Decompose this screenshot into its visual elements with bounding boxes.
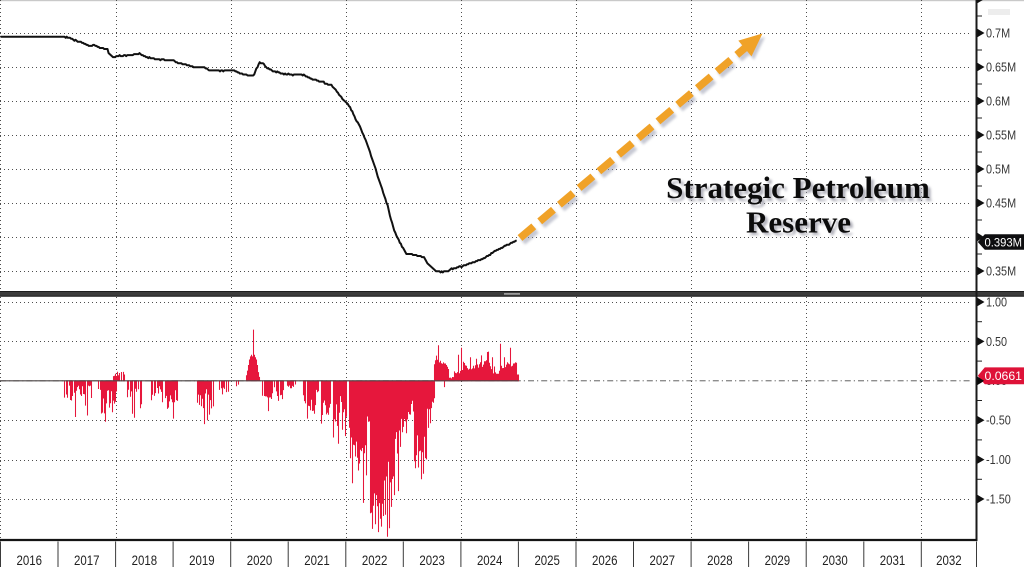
svg-text:Reserve: Reserve xyxy=(746,204,851,239)
svg-text:2026: 2026 xyxy=(592,552,618,567)
svg-text:2019: 2019 xyxy=(189,552,215,567)
svg-text:2022: 2022 xyxy=(362,552,388,567)
svg-text:1.00: 1.00 xyxy=(986,294,1007,309)
svg-text:0.393M: 0.393M xyxy=(985,235,1023,249)
svg-text:0.7M: 0.7M xyxy=(986,25,1010,40)
svg-text:2024: 2024 xyxy=(477,552,503,567)
svg-text:2021: 2021 xyxy=(304,552,330,567)
svg-text:0.55M: 0.55M xyxy=(986,127,1016,142)
svg-text:2032: 2032 xyxy=(936,552,962,567)
svg-text:2028: 2028 xyxy=(707,552,733,567)
svg-text:2029: 2029 xyxy=(765,552,791,567)
svg-text:-0.50: -0.50 xyxy=(986,413,1011,428)
svg-text:0.35M: 0.35M xyxy=(986,263,1016,278)
svg-text:2016: 2016 xyxy=(17,552,43,567)
svg-text:2020: 2020 xyxy=(247,552,273,567)
svg-text:Reserve: Reserve xyxy=(749,207,854,242)
svg-text:0.65M: 0.65M xyxy=(986,59,1016,74)
svg-text:-1.50: -1.50 xyxy=(986,491,1011,506)
svg-text:2030: 2030 xyxy=(822,552,848,567)
svg-text:2025: 2025 xyxy=(534,552,560,567)
svg-text:Strategic Petroleum: Strategic Petroleum xyxy=(666,170,930,205)
svg-text:0.45M: 0.45M xyxy=(986,195,1016,210)
svg-text:2018: 2018 xyxy=(132,552,158,567)
svg-text:2027: 2027 xyxy=(650,552,676,567)
svg-text:Strategic Petroleum: Strategic Petroleum xyxy=(669,173,933,208)
svg-text:0.50: 0.50 xyxy=(986,334,1007,349)
svg-text:-1.00: -1.00 xyxy=(986,452,1011,467)
svg-text:0.6M: 0.6M xyxy=(986,93,1010,108)
svg-text:2023: 2023 xyxy=(419,552,445,567)
svg-text:2031: 2031 xyxy=(880,552,906,567)
svg-text:0.5M: 0.5M xyxy=(986,161,1010,176)
svg-text:0.0661: 0.0661 xyxy=(985,369,1023,383)
svg-text:2017: 2017 xyxy=(74,552,100,567)
